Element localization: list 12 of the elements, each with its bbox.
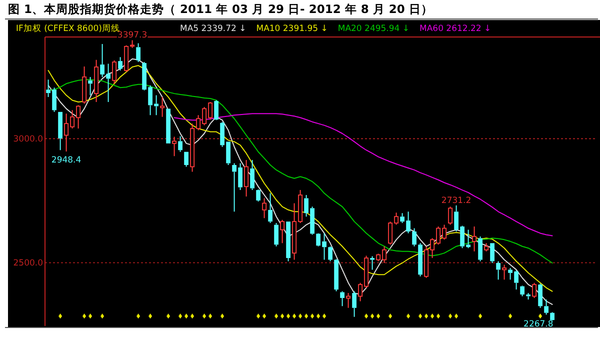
annotation: 3397.3: [117, 30, 148, 41]
annotation: 2948.4: [51, 156, 82, 166]
text: MA5 2339.72 ↓: [180, 24, 246, 34]
text: MA60 2612.22 ↓: [420, 24, 492, 34]
y-tick-label: 2500.0: [13, 258, 43, 269]
chart-subtitle: IF加权 (CFFEX 8600)周线: [16, 23, 120, 34]
y-tick-label: 3000.0: [13, 134, 43, 145]
annotation: 2267.8: [524, 319, 554, 330]
text: MA20 2495.94 ↓: [338, 24, 410, 34]
annotation: 2731.2: [441, 196, 472, 206]
chart-title: 图 1、本周股指期货价格走势（ 2011 年 03 月 29 日- 2012 年 8 月 20 日）: [8, 2, 433, 16]
text: MA10 2391.95 ↓: [256, 24, 328, 34]
